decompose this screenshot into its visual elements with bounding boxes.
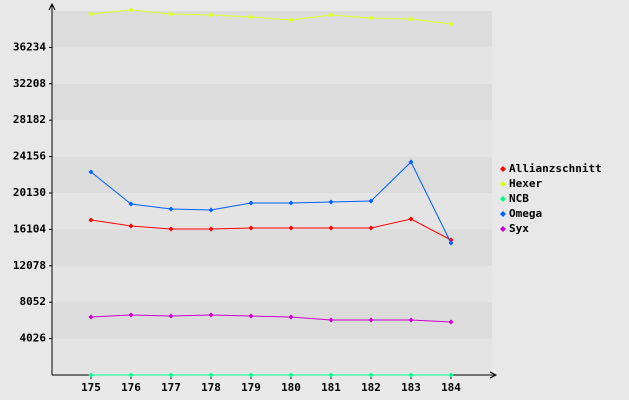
band xyxy=(52,83,492,121)
point xyxy=(288,17,294,23)
point xyxy=(328,372,334,378)
point xyxy=(328,317,334,323)
point xyxy=(408,216,414,222)
band xyxy=(52,11,492,48)
legend-marker xyxy=(500,211,506,217)
point xyxy=(408,159,414,165)
point xyxy=(448,319,454,325)
series-line xyxy=(90,218,452,241)
x-tick-label: 176 xyxy=(121,381,141,394)
legend-label: Omega xyxy=(509,207,542,220)
point xyxy=(248,200,254,206)
y-tick-label: 28182 xyxy=(13,113,46,126)
point xyxy=(248,313,254,319)
y-tick-label: 32208 xyxy=(13,77,46,90)
point xyxy=(208,312,214,318)
point xyxy=(168,206,174,212)
point xyxy=(248,225,254,231)
legend-marker xyxy=(500,226,506,232)
point xyxy=(288,314,294,320)
y-tick-label: 8052 xyxy=(20,295,47,308)
band xyxy=(52,156,492,193)
point xyxy=(368,317,374,323)
point xyxy=(128,223,134,229)
band xyxy=(52,338,492,375)
x-tick-label: 184 xyxy=(441,381,461,394)
point xyxy=(208,12,214,18)
point xyxy=(128,312,134,318)
point xyxy=(128,201,134,207)
point xyxy=(368,372,374,378)
point xyxy=(448,372,454,378)
legend-label: NCB xyxy=(509,192,529,205)
point xyxy=(88,314,94,320)
y-tick-label: 16104 xyxy=(13,222,46,235)
point xyxy=(208,372,214,378)
x-tick-label: 179 xyxy=(241,381,261,394)
point xyxy=(408,372,414,378)
y-tick-label: 4026 xyxy=(20,332,47,345)
x-tick-label: 178 xyxy=(201,381,221,394)
x-axis-arrow xyxy=(489,371,498,379)
x-tick-label: 180 xyxy=(281,381,301,394)
point xyxy=(88,169,94,175)
band xyxy=(52,47,492,84)
point xyxy=(168,11,174,17)
legend-label: Hexer xyxy=(509,177,542,190)
x-tick-label: 182 xyxy=(361,381,381,394)
x-tick-label: 177 xyxy=(161,381,181,394)
point xyxy=(368,225,374,231)
legend-label: Syx xyxy=(509,222,529,235)
y-tick-label: 36234 xyxy=(13,40,46,53)
x-tick-label: 181 xyxy=(321,381,341,394)
y-tick-label: 24156 xyxy=(13,150,46,163)
point xyxy=(168,226,174,232)
legend-label: Allianzschnitt xyxy=(509,162,602,175)
point xyxy=(448,21,454,27)
point xyxy=(168,372,174,378)
point xyxy=(248,372,254,378)
point xyxy=(128,372,134,378)
point xyxy=(208,207,214,213)
y-tick-label: 20130 xyxy=(13,186,46,199)
point xyxy=(248,14,254,20)
point xyxy=(328,225,334,231)
point xyxy=(408,16,414,22)
point xyxy=(288,372,294,378)
band xyxy=(52,229,492,266)
point xyxy=(328,12,334,18)
x-tick-label: 175 xyxy=(81,381,101,394)
point xyxy=(288,200,294,206)
series-line xyxy=(90,161,452,244)
point xyxy=(168,313,174,319)
legend-marker xyxy=(500,196,506,202)
point xyxy=(368,15,374,21)
series-line xyxy=(90,9,452,25)
point xyxy=(328,199,334,205)
point xyxy=(88,217,94,223)
point xyxy=(128,7,134,13)
series-line xyxy=(90,314,452,323)
band xyxy=(52,120,492,157)
point xyxy=(288,225,294,231)
point xyxy=(368,198,374,204)
legend-marker xyxy=(500,166,506,172)
point xyxy=(88,11,94,17)
point xyxy=(448,240,454,246)
legend-marker xyxy=(500,181,506,187)
point xyxy=(88,372,94,378)
y-axis-arrow xyxy=(48,2,56,11)
band xyxy=(52,265,492,303)
y-tick-label: 12078 xyxy=(13,259,46,272)
x-tick-label: 183 xyxy=(401,381,421,394)
point xyxy=(408,317,414,323)
point xyxy=(208,226,214,232)
